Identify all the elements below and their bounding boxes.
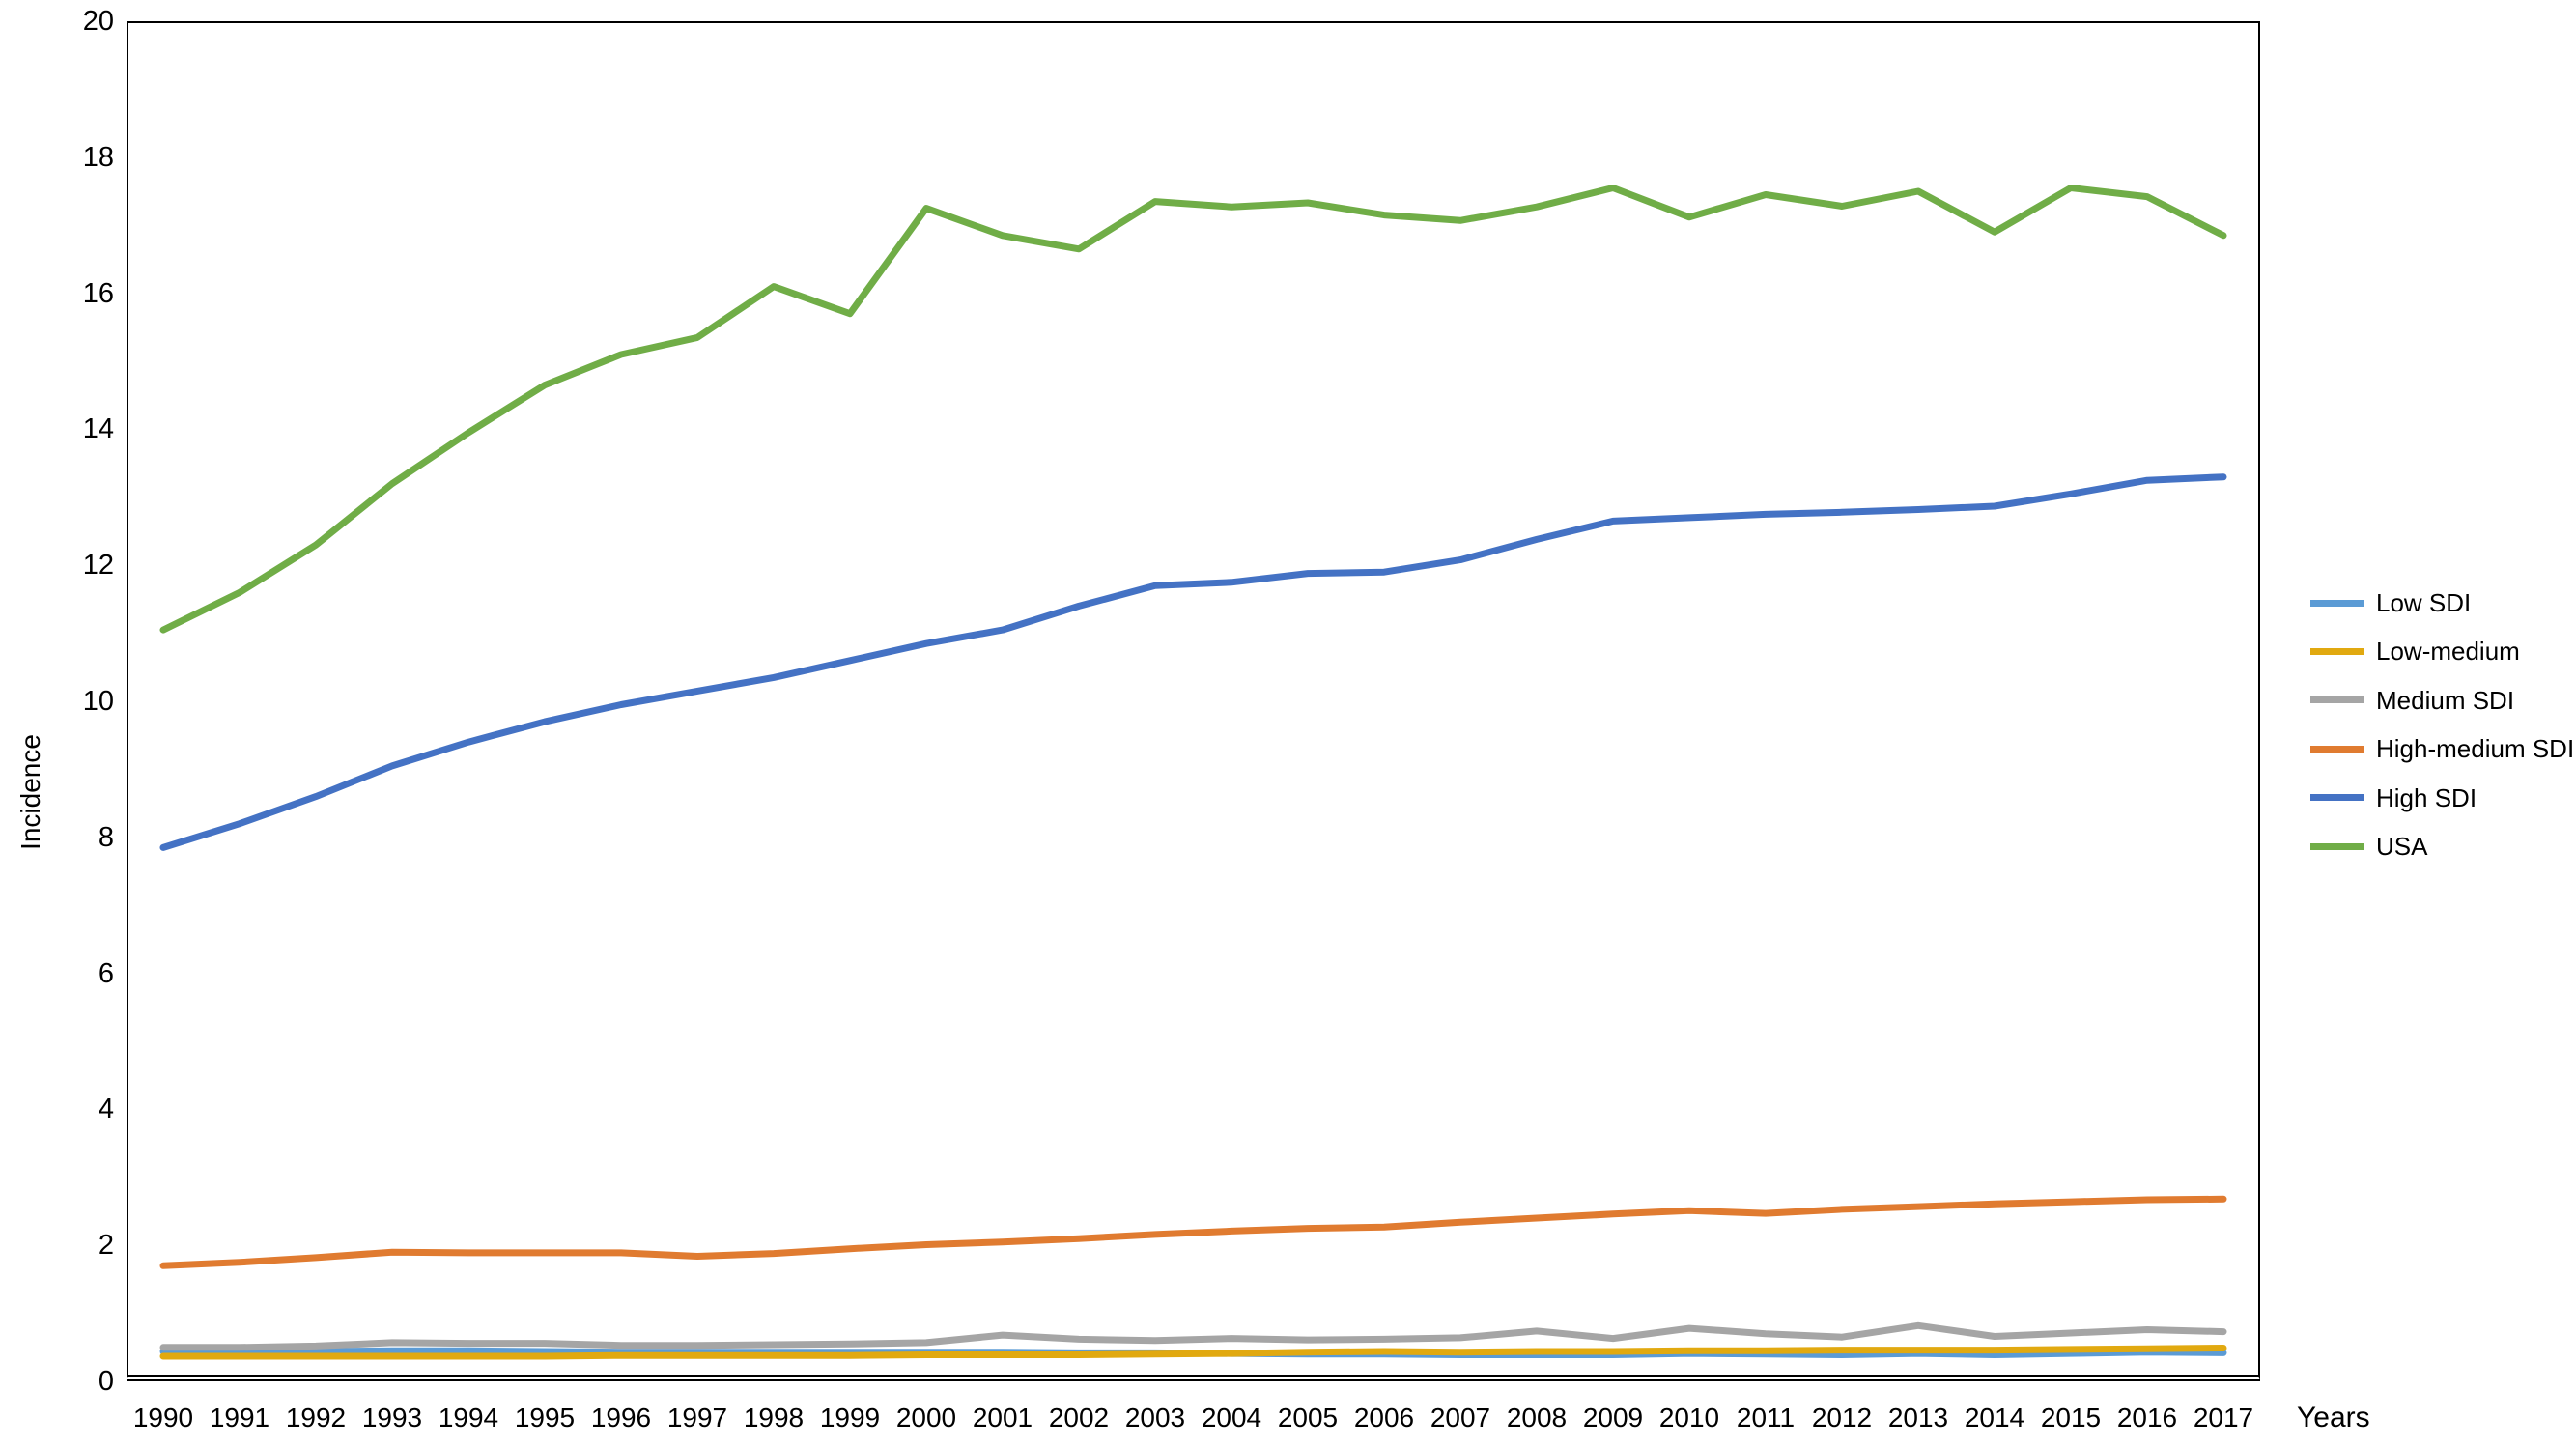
legend-label: High SDI xyxy=(2376,782,2477,812)
y-tick-label: 2 xyxy=(98,1230,114,1262)
series-line-high-sdi xyxy=(159,473,2227,851)
plot-area xyxy=(127,21,2260,1381)
x-axis-title: Years xyxy=(2297,1402,2370,1434)
y-tick-label: 0 xyxy=(98,1366,114,1397)
x-tick-label: 2016 xyxy=(2116,1403,2178,1433)
x-tick-label: 2015 xyxy=(2040,1403,2102,1433)
x-tick-label: 1990 xyxy=(132,1403,194,1433)
x-tick-label: 2014 xyxy=(1964,1403,2025,1433)
y-tick-label: 6 xyxy=(98,957,114,989)
x-tick-label: 2005 xyxy=(1277,1403,1339,1433)
x-tick-label: 1992 xyxy=(285,1403,347,1433)
series-line-high-medium-sdi xyxy=(159,1195,2227,1269)
x-tick-label: 2007 xyxy=(1430,1403,1491,1433)
legend-label: Low-medium xyxy=(2376,637,2520,667)
y-tick-label: 20 xyxy=(82,6,114,37)
series-line-usa xyxy=(159,185,2227,634)
x-tick-label: 2009 xyxy=(1582,1403,1644,1433)
legend-line-swatch xyxy=(2310,696,2364,704)
series-line-low-medium xyxy=(159,1345,2227,1360)
legend-line-swatch xyxy=(2310,599,2364,607)
x-tick-label: 1993 xyxy=(361,1403,423,1433)
legend-label: USA xyxy=(2376,832,2428,861)
x-tick-label: 1997 xyxy=(666,1403,728,1433)
legend-line-swatch xyxy=(2310,842,2364,850)
legend-label: Low SDI xyxy=(2376,588,2472,617)
y-tick-label: 14 xyxy=(82,413,114,445)
x-tick-label: 2003 xyxy=(1124,1403,1186,1433)
x-tick-label: 1991 xyxy=(209,1403,270,1433)
y-tick-label: 8 xyxy=(98,821,114,853)
x-tick-label: 1999 xyxy=(819,1403,881,1433)
legend-line-swatch xyxy=(2310,794,2364,802)
x-tick-label: 2013 xyxy=(1887,1403,1949,1433)
series-line-medium-sdi xyxy=(159,1321,2227,1351)
legend-line-swatch xyxy=(2310,745,2364,753)
x-tick-label: 2002 xyxy=(1048,1403,1110,1433)
legend-line-swatch xyxy=(2310,647,2364,655)
legend-item-medium-sdi: Medium SDI xyxy=(2310,681,2514,720)
y-tick-label: 18 xyxy=(82,141,114,173)
x-tick-label: 2012 xyxy=(1811,1403,1873,1433)
legend-item-low-medium: Low-medium xyxy=(2310,632,2520,670)
y-tick-label: 12 xyxy=(82,550,114,582)
y-tick-label: 10 xyxy=(82,686,114,717)
legend-item-high-sdi: High SDI xyxy=(2310,779,2477,817)
x-tick-label: 2000 xyxy=(895,1403,957,1433)
x-tick-label: 2011 xyxy=(1736,1403,1796,1433)
y-tick-label: 16 xyxy=(82,277,114,309)
legend-item-usa: USA xyxy=(2310,827,2427,866)
legend-item-low-sdi: Low SDI xyxy=(2310,583,2471,622)
x-tick-label: 1995 xyxy=(514,1403,576,1433)
x-tick-label: 2008 xyxy=(1506,1403,1568,1433)
x-tick-label: 1998 xyxy=(743,1403,805,1433)
legend-label: Medium SDI xyxy=(2376,685,2515,715)
x-tick-label: 2001 xyxy=(972,1403,1033,1433)
y-tick-label: 4 xyxy=(98,1094,114,1125)
x-tick-label: 2010 xyxy=(1658,1403,1720,1433)
x-tick-label: 2006 xyxy=(1353,1403,1415,1433)
x-tick-label: 2017 xyxy=(2193,1403,2254,1433)
x-tick-label: 1994 xyxy=(438,1403,499,1433)
x-tick-label: 1996 xyxy=(590,1403,652,1433)
x-tick-label: 2004 xyxy=(1201,1403,1262,1433)
legend-item-high-medium-sdi: High-medium SDI xyxy=(2310,729,2574,768)
legend-label: High-medium SDI xyxy=(2376,734,2575,764)
